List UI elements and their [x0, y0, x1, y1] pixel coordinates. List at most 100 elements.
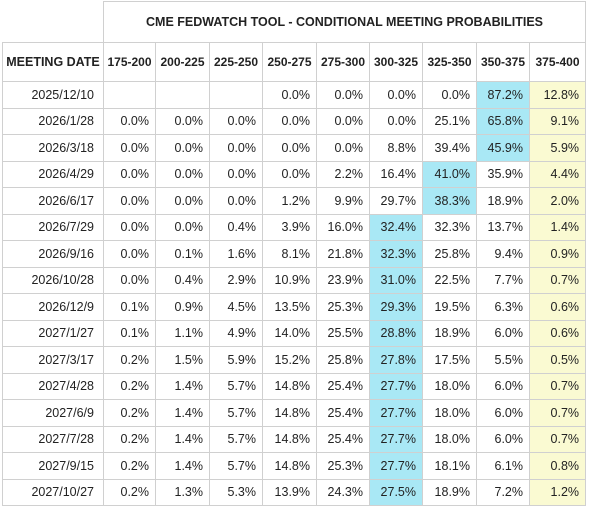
table-row: 2027/7/28 0.2% 1.4% 5.7% 14.8% 25.4% 27.7% 18.0… — [2, 425, 587, 453]
probability-cell: 17.5% — [422, 346, 477, 374]
probability-cell: 4.9% — [209, 319, 263, 347]
probability-cell: 13.5% — [262, 293, 317, 321]
probability-cell: 1.4% — [528, 213, 587, 241]
probability-cell: 18.0% — [422, 425, 477, 453]
probability-cell: 4.5% — [209, 293, 263, 321]
range-header-375-400[interactable]: 375-400 — [528, 42, 587, 82]
probability-cell: 0.2% — [103, 372, 156, 400]
range-header-250-275[interactable]: 250-275 — [262, 42, 317, 82]
probability-cell: 87.2% — [476, 81, 530, 109]
meeting-date-header[interactable]: MEETING DATE — [2, 42, 104, 82]
probability-cell: 19.5% — [422, 293, 477, 321]
probability-cell: 1.2% — [528, 478, 587, 506]
probability-cell: 21.8% — [316, 240, 370, 268]
range-header-200-225[interactable]: 200-225 — [155, 42, 210, 82]
probability-cell: 29.7% — [369, 187, 423, 215]
table-row: 2026/1/28 0.0% 0.0% 0.0% 0.0% 0.0% 0.0% 25.1% 65… — [2, 107, 587, 135]
table-row: 2026/4/29 0.0% 0.0% 0.0% 0.0% 2.2% 16.4% 41.0% 3… — [2, 160, 587, 188]
probability-cell: 1.1% — [155, 319, 210, 347]
probability-cell: 29.3% — [369, 293, 423, 321]
probability-cell: 0.0% — [209, 107, 263, 135]
table-row: 2026/3/18 0.0% 0.0% 0.0% 0.0% 0.0% 8.8% 39.4% 45… — [2, 134, 587, 162]
probability-cell: 1.4% — [155, 399, 210, 427]
probability-cell: 0.0% — [262, 107, 317, 135]
probability-cell: 0.9% — [155, 293, 210, 321]
probability-cell: 0.9% — [528, 240, 587, 268]
probability-cell: 0.0% — [262, 81, 317, 109]
probability-cell: 13.9% — [262, 478, 317, 506]
table-row: 2027/4/28 0.2% 1.4% 5.7% 14.8% 25.4% 27.7% 18.0… — [2, 372, 587, 400]
probability-cell: 0.0% — [316, 134, 370, 162]
table-row: 2027/10/27 0.2% 1.3% 5.3% 13.9% 24.3% 27.5% 18.… — [2, 478, 587, 506]
table-row: 2026/6/17 0.0% 0.0% 0.0% 1.2% 9.9% 29.7% 38.3% 1… — [2, 187, 587, 215]
probability-cell: 25.8% — [316, 346, 370, 374]
probability-cell: 9.4% — [476, 240, 530, 268]
probability-cell: 0.0% — [155, 160, 210, 188]
probability-cell: 0.0% — [262, 160, 317, 188]
meeting-date-cell: 2027/6/9 — [2, 399, 104, 427]
probability-cell: 14.8% — [262, 452, 317, 480]
probability-cell: 5.3% — [209, 478, 263, 506]
probability-cell: 0.0% — [103, 107, 156, 135]
table-row: 2026/7/29 0.0% 0.0% 0.4% 3.9% 16.0% 32.4% 32.3%… — [2, 213, 587, 241]
probability-cell: 27.5% — [369, 478, 423, 506]
probability-cell: 0.2% — [103, 452, 156, 480]
probability-cell: 8.1% — [262, 240, 317, 268]
probability-cell: 0.0% — [155, 107, 210, 135]
probability-cell: 0.0% — [103, 160, 156, 188]
probability-cell: 0.0% — [103, 134, 156, 162]
probability-cell: 38.3% — [422, 187, 477, 215]
range-header-175-200[interactable]: 175-200 — [103, 42, 156, 82]
probability-cell: 9.1% — [528, 107, 587, 135]
probability-cell: 18.1% — [422, 452, 477, 480]
probability-cell: 5.5% — [476, 346, 530, 374]
range-header-300-325[interactable]: 300-325 — [369, 42, 423, 82]
probability-cell: 0.0% — [209, 160, 263, 188]
probability-cell — [103, 81, 156, 109]
probability-cell: 0.0% — [209, 187, 263, 215]
range-header-225-250[interactable]: 225-250 — [209, 42, 263, 82]
probability-cell: 65.8% — [476, 107, 530, 135]
probability-cell: 14.8% — [262, 372, 317, 400]
probability-table: CME FEDWATCH TOOL - CONDITIONAL MEETING … — [2, 1, 587, 506]
probability-cell: 0.2% — [103, 399, 156, 427]
probability-cell: 27.7% — [369, 425, 423, 453]
probability-cell: 31.0% — [369, 266, 423, 294]
probability-cell: 25.1% — [422, 107, 477, 135]
meeting-date-cell: 2026/12/9 — [2, 293, 104, 321]
probability-cell: 4.4% — [528, 160, 587, 188]
probability-cell: 28.8% — [369, 319, 423, 347]
meeting-date-cell: 2027/1/27 — [2, 319, 104, 347]
probability-cell: 2.2% — [316, 160, 370, 188]
range-header-275-300[interactable]: 275-300 — [316, 42, 370, 82]
range-header-325-350[interactable]: 325-350 — [422, 42, 477, 82]
probability-cell: 25.4% — [316, 425, 370, 453]
probability-cell: 1.3% — [155, 478, 210, 506]
range-header-350-375[interactable]: 350-375 — [476, 42, 530, 82]
meeting-date-cell: 2026/6/17 — [2, 187, 104, 215]
probability-cell: 0.0% — [155, 213, 210, 241]
probability-cell: 7.2% — [476, 478, 530, 506]
meeting-date-cell: 2027/7/28 — [2, 425, 104, 453]
probability-cell: 27.7% — [369, 372, 423, 400]
probability-cell: 0.6% — [528, 293, 587, 321]
table-row: 2026/10/28 0.0% 0.4% 2.9% 10.9% 23.9% 31.0% 22.… — [2, 266, 587, 294]
probability-cell: 0.0% — [209, 134, 263, 162]
probability-cell: 5.7% — [209, 452, 263, 480]
probability-cell: 6.0% — [476, 372, 530, 400]
probability-cell: 22.5% — [422, 266, 477, 294]
table-title: CME FEDWATCH TOOL - CONDITIONAL MEETING … — [102, 1, 587, 43]
probability-cell: 0.0% — [103, 187, 156, 215]
probability-cell: 0.6% — [528, 319, 587, 347]
probability-cell: 6.0% — [476, 319, 530, 347]
probability-cell: 5.9% — [528, 134, 587, 162]
probability-cell: 0.2% — [103, 478, 156, 506]
column-header-row: MEETING DATE 175-200 200-225 225-250 250-27… — [2, 42, 587, 82]
meeting-date-cell: 2027/4/28 — [2, 372, 104, 400]
probability-cell: 16.0% — [316, 213, 370, 241]
probability-cell: 1.4% — [155, 452, 210, 480]
probability-cell: 0.7% — [528, 399, 587, 427]
probability-cell: 18.9% — [422, 319, 477, 347]
probability-cell: 0.1% — [103, 319, 156, 347]
probability-cell: 5.7% — [209, 399, 263, 427]
